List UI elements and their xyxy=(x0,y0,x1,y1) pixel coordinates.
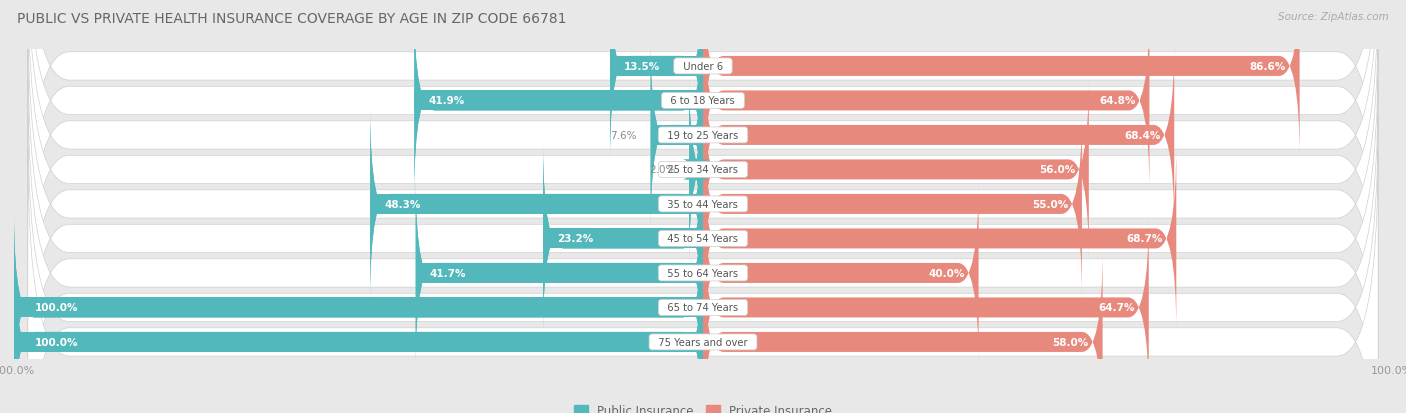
Text: Source: ZipAtlas.com: Source: ZipAtlas.com xyxy=(1278,12,1389,22)
Legend: Public Insurance, Private Insurance: Public Insurance, Private Insurance xyxy=(569,399,837,413)
Text: PUBLIC VS PRIVATE HEALTH INSURANCE COVERAGE BY AGE IN ZIP CODE 66781: PUBLIC VS PRIVATE HEALTH INSURANCE COVER… xyxy=(17,12,567,26)
Bar xyxy=(415,91,703,111)
FancyBboxPatch shape xyxy=(370,111,703,298)
Text: 41.9%: 41.9% xyxy=(427,96,464,106)
Text: 35 to 44 Years: 35 to 44 Years xyxy=(661,199,745,209)
FancyBboxPatch shape xyxy=(14,249,703,413)
Text: 100.0%: 100.0% xyxy=(35,337,79,347)
Bar xyxy=(14,332,703,352)
Text: 6 to 18 Years: 6 to 18 Years xyxy=(665,96,741,106)
FancyBboxPatch shape xyxy=(703,0,1299,160)
Text: 25 to 34 Years: 25 to 34 Years xyxy=(661,165,745,175)
Text: 58.0%: 58.0% xyxy=(1053,337,1088,347)
FancyBboxPatch shape xyxy=(28,0,1378,294)
FancyBboxPatch shape xyxy=(415,8,703,195)
Bar xyxy=(610,57,703,77)
Text: 55 to 64 Years: 55 to 64 Years xyxy=(661,268,745,278)
FancyBboxPatch shape xyxy=(28,0,1378,259)
Text: 100.0%: 100.0% xyxy=(35,303,79,313)
FancyBboxPatch shape xyxy=(543,146,703,332)
Text: 41.7%: 41.7% xyxy=(429,268,465,278)
FancyBboxPatch shape xyxy=(370,111,703,298)
FancyBboxPatch shape xyxy=(28,0,1378,363)
Text: 86.6%: 86.6% xyxy=(1250,62,1286,72)
FancyBboxPatch shape xyxy=(682,77,710,263)
FancyBboxPatch shape xyxy=(14,249,703,413)
Text: Under 6: Under 6 xyxy=(676,62,730,72)
FancyBboxPatch shape xyxy=(14,214,703,401)
FancyBboxPatch shape xyxy=(703,146,1177,332)
Text: 23.2%: 23.2% xyxy=(557,234,593,244)
Bar xyxy=(416,263,703,283)
FancyBboxPatch shape xyxy=(416,180,703,367)
FancyBboxPatch shape xyxy=(703,111,1083,298)
FancyBboxPatch shape xyxy=(28,115,1378,413)
FancyBboxPatch shape xyxy=(682,77,710,263)
FancyBboxPatch shape xyxy=(28,47,1378,413)
FancyBboxPatch shape xyxy=(28,150,1378,413)
Text: 55.0%: 55.0% xyxy=(1032,199,1069,209)
FancyBboxPatch shape xyxy=(610,0,703,160)
Bar xyxy=(689,160,703,180)
Text: 64.7%: 64.7% xyxy=(1098,303,1135,313)
FancyBboxPatch shape xyxy=(651,43,703,229)
Text: 2.0%: 2.0% xyxy=(650,165,675,175)
Text: 7.6%: 7.6% xyxy=(610,131,637,140)
Text: 65 to 74 Years: 65 to 74 Years xyxy=(661,303,745,313)
Text: 68.4%: 68.4% xyxy=(1123,131,1160,140)
FancyBboxPatch shape xyxy=(703,180,979,367)
FancyBboxPatch shape xyxy=(610,0,703,160)
Bar xyxy=(651,126,703,146)
FancyBboxPatch shape xyxy=(28,0,1378,328)
Text: 68.7%: 68.7% xyxy=(1126,234,1163,244)
Text: 56.0%: 56.0% xyxy=(1039,165,1076,175)
Text: 45 to 54 Years: 45 to 54 Years xyxy=(661,234,745,244)
FancyBboxPatch shape xyxy=(28,81,1378,413)
Text: 13.5%: 13.5% xyxy=(624,62,659,72)
Bar xyxy=(14,298,703,318)
FancyBboxPatch shape xyxy=(416,180,703,367)
FancyBboxPatch shape xyxy=(14,214,703,401)
Bar xyxy=(370,195,703,214)
FancyBboxPatch shape xyxy=(703,8,1150,195)
FancyBboxPatch shape xyxy=(703,249,1102,413)
FancyBboxPatch shape xyxy=(703,43,1174,229)
FancyBboxPatch shape xyxy=(703,77,1088,263)
FancyBboxPatch shape xyxy=(415,8,703,195)
Text: 64.8%: 64.8% xyxy=(1099,96,1136,106)
Bar xyxy=(543,229,703,249)
FancyBboxPatch shape xyxy=(28,12,1378,397)
Text: 19 to 25 Years: 19 to 25 Years xyxy=(661,131,745,140)
FancyBboxPatch shape xyxy=(543,146,703,332)
Text: 75 Years and over: 75 Years and over xyxy=(652,337,754,347)
Text: 40.0%: 40.0% xyxy=(928,268,965,278)
FancyBboxPatch shape xyxy=(651,43,703,229)
FancyBboxPatch shape xyxy=(703,214,1149,401)
Text: 48.3%: 48.3% xyxy=(384,199,420,209)
